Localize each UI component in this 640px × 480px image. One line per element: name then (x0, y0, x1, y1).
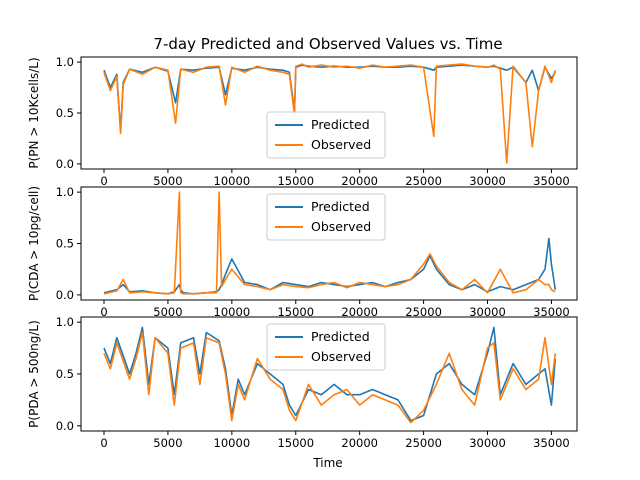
legend-box (266, 193, 386, 241)
x-tick-label: 10000 (214, 174, 251, 188)
legend: Predicted Observed (266, 193, 386, 241)
legend: Predicted Observed (266, 111, 386, 159)
legend-box (266, 323, 386, 371)
x-tick-label: 5000 (153, 305, 182, 319)
x-tick-label: 25000 (405, 305, 442, 319)
x-tick-label: 0 (100, 436, 107, 450)
series-line-predicted (103, 237, 557, 295)
legend-label-observed: Observed (311, 219, 371, 234)
y-tick-label: 0.0 (56, 419, 74, 433)
series-line-observed (103, 63, 557, 164)
legend-label-predicted: Predicted (311, 117, 370, 132)
y-tick-label: 0.0 (56, 157, 74, 171)
legend-label-predicted: Predicted (311, 199, 370, 214)
x-tick-label: 20000 (341, 436, 378, 450)
legend-label-observed: Observed (311, 349, 371, 364)
x-tick-label: 20000 (341, 305, 378, 319)
legend: Predicted Observed (266, 323, 386, 371)
y-tick-label: 1.0 (56, 185, 74, 199)
y-tick-label: 1.0 (56, 315, 74, 329)
legend-label-observed: Observed (311, 137, 371, 152)
x-tick-label: 0 (100, 305, 107, 319)
y-axis-label: P(PN > 10Kcells/L) (27, 57, 41, 168)
x-tick-label: 15000 (277, 436, 314, 450)
x-tick-label: 5000 (153, 436, 182, 450)
x-axis-label: Time (312, 456, 342, 470)
x-tick-label: 30000 (469, 174, 506, 188)
x-tick-label: 35000 (533, 436, 570, 450)
y-axis-label: P(CDA > 10pg/cell) (27, 186, 41, 301)
figure-title: 7-day Predicted and Observed Values vs. … (153, 35, 502, 53)
x-tick-label: 35000 (533, 174, 570, 188)
series-line-observed (103, 331, 557, 424)
series-line-observed (103, 191, 556, 295)
chart-panel-2: 0 5000 10000 15000 20000 25000 30000 35000 0.0 0.… (27, 185, 578, 319)
x-tick-label: 20000 (341, 174, 378, 188)
y-tick-label: 0.5 (56, 367, 74, 381)
legend-label-predicted: Predicted (311, 329, 370, 344)
y-tick-label: 1.0 (56, 55, 74, 69)
x-tick-label: 25000 (405, 436, 442, 450)
y-tick-label: 0.5 (56, 106, 74, 120)
series-line-predicted (103, 326, 557, 422)
x-tick-label: 15000 (277, 305, 314, 319)
y-axis-label: P(PDA > 500ng/L) (27, 320, 41, 428)
x-tick-label: 5000 (153, 174, 182, 188)
x-tick-label: 10000 (214, 436, 251, 450)
panels: 0 5000 10000 15000 20000 25000 30000 35000 0.0 0.… (27, 55, 578, 450)
x-tick-label: 10000 (214, 305, 251, 319)
x-tick-label: 0 (100, 174, 107, 188)
chart-panel-1: 0 5000 10000 15000 20000 25000 30000 35000 0.0 0.… (27, 55, 578, 188)
legend-box (266, 111, 386, 159)
y-tick-label: 0.5 (56, 237, 74, 251)
chart-panel-3: 0 5000 10000 15000 20000 25000 30000 35000 0.0 0.… (27, 315, 578, 450)
x-tick-label: 15000 (277, 174, 314, 188)
x-tick-label: 30000 (469, 436, 506, 450)
y-tick-label: 0.0 (56, 288, 74, 302)
x-tick-label: 35000 (533, 305, 570, 319)
x-tick-label: 30000 (469, 305, 506, 319)
x-tick-label: 25000 (405, 174, 442, 188)
